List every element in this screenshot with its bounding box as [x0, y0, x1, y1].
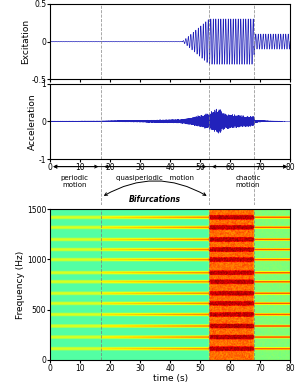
X-axis label: time (s): time (s) [153, 375, 188, 384]
Text: periodic
motion: periodic motion [60, 175, 88, 188]
Y-axis label: Acceleration: Acceleration [28, 93, 37, 150]
Text: Bifurcations: Bifurcations [129, 195, 181, 204]
Y-axis label: Excitation: Excitation [21, 19, 30, 64]
Text: quasiperiodic   motion: quasiperiodic motion [116, 175, 194, 181]
Text: chaotic
motion: chaotic motion [235, 175, 261, 188]
Text: response of the gong: response of the gong [130, 88, 211, 98]
Y-axis label: Frequency (Hz): Frequency (Hz) [16, 250, 25, 319]
